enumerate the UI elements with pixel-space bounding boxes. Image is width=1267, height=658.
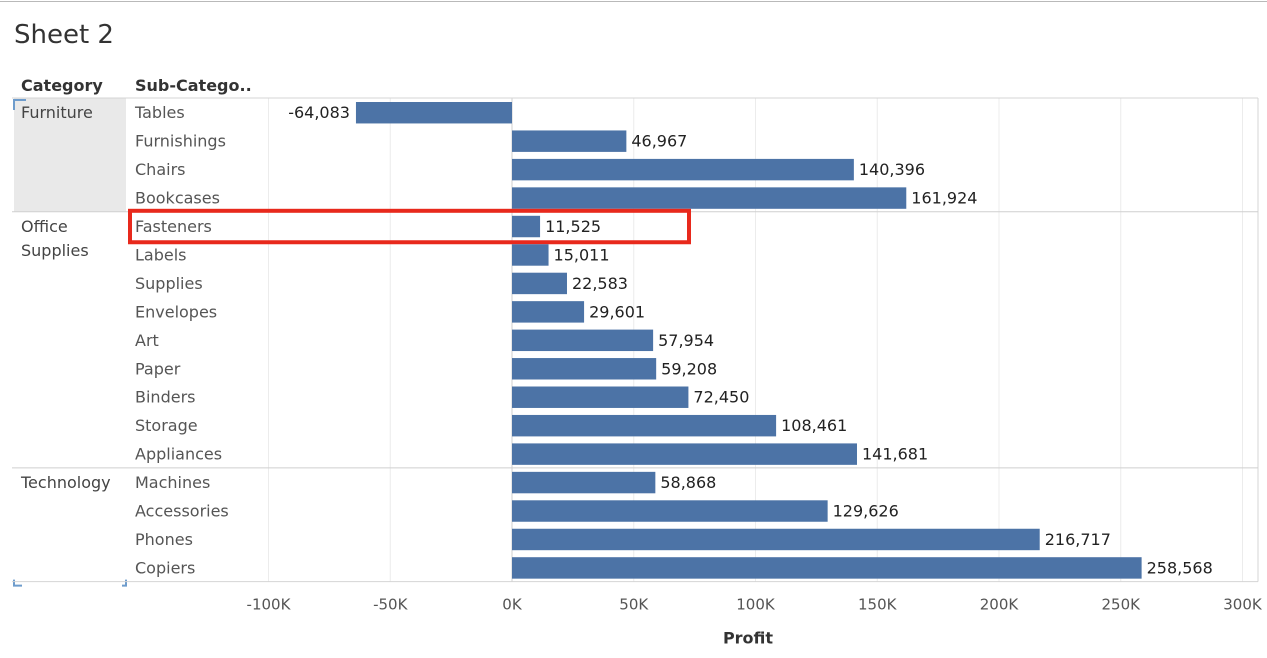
sub-category-label[interactable]: Bookcases [135,189,220,208]
profit-bar[interactable] [512,244,549,266]
profit-bar[interactable] [512,500,828,522]
profit-bar[interactable] [512,301,585,323]
bar-value-label: 216,717 [1045,530,1111,549]
highlight-annotation-box [128,208,691,245]
profit-bar[interactable] [512,215,541,238]
profit-bar[interactable] [355,102,512,124]
category-label[interactable]: Furniture [21,103,93,122]
sheet-title: Sheet 2 [14,20,114,50]
sub-category-label[interactable]: Appliances [135,445,222,464]
x-tick-label: 300K [1223,596,1263,614]
x-tick-label: 150K [858,596,898,614]
category-label[interactable]: Office Supplies [21,217,89,260]
sub-category-label[interactable]: Envelopes [135,302,217,321]
category-label[interactable]: Technology [20,473,111,492]
top-border [0,1,1267,2]
bar-value-label: 15,011 [554,245,610,264]
x-tick-label: 0K [502,596,523,614]
bar-value-label: 161,924 [911,189,977,208]
bar-value-label: 140,396 [859,160,925,179]
bar-value-label: 258,568 [1147,558,1213,577]
x-tick-label: -50K [373,596,408,614]
bar-value-label: 22,583 [572,274,628,293]
bar-value-label: 11,525 [545,217,601,236]
profit-bar[interactable] [512,158,854,181]
sub-category-column-header[interactable]: Sub-Catego.. [135,76,252,95]
sub-category-label[interactable]: Binders [135,388,195,407]
profit-bar[interactable] [512,329,654,352]
profit-bar[interactable] [512,187,907,209]
bar-value-label: 46,967 [631,132,687,151]
sub-category-label[interactable]: Labels [135,245,187,264]
category-selection-highlight [14,98,126,212]
x-axis-title[interactable]: Profit [723,629,773,648]
bar-value-label: -64,083 [288,103,350,122]
profit-bar[interactable] [512,386,689,408]
sub-category-label[interactable]: Paper [135,359,181,378]
sub-category-label[interactable]: Fasteners [135,217,212,236]
profit-bar[interactable] [512,130,627,152]
bar-value-label: 59,208 [661,359,717,378]
profit-bar[interactable] [512,414,777,437]
sub-category-label[interactable]: Supplies [135,274,203,293]
bar-value-label: 58,868 [660,473,716,492]
bar-value-label: 57,954 [658,331,714,350]
profit-bar[interactable] [512,272,567,295]
sub-category-label[interactable]: Phones [135,530,193,549]
sub-category-label[interactable]: Storage [135,416,198,435]
category-column-header[interactable]: Category [21,76,103,95]
x-tick-label: 200K [980,596,1020,614]
x-tick-label: 250K [1102,596,1142,614]
bar-value-label: 29,601 [589,302,645,321]
profit-bar[interactable] [512,528,1040,551]
bar-value-label: 108,461 [781,416,847,435]
x-tick-label: -100K [247,596,292,614]
bar-value-label: 72,450 [693,388,749,407]
profit-bar[interactable] [512,358,657,380]
sub-category-label[interactable]: Tables [134,103,185,122]
profit-bar[interactable] [512,471,656,494]
bar-value-label: 129,626 [833,502,899,521]
sub-category-label[interactable]: Copiers [135,558,195,577]
x-tick-label: 50K [619,596,649,614]
sub-category-label[interactable]: Chairs [135,160,185,179]
sub-category-label[interactable]: Accessories [135,502,229,521]
profit-bar[interactable] [512,443,857,465]
sub-category-label[interactable]: Furnishings [135,132,226,151]
sub-category-label[interactable]: Art [135,331,159,350]
sub-category-label[interactable]: Machines [135,473,210,492]
bar-value-label: 141,681 [862,445,928,464]
profit-bar[interactable] [512,557,1142,579]
x-tick-label: 100K [736,596,776,614]
